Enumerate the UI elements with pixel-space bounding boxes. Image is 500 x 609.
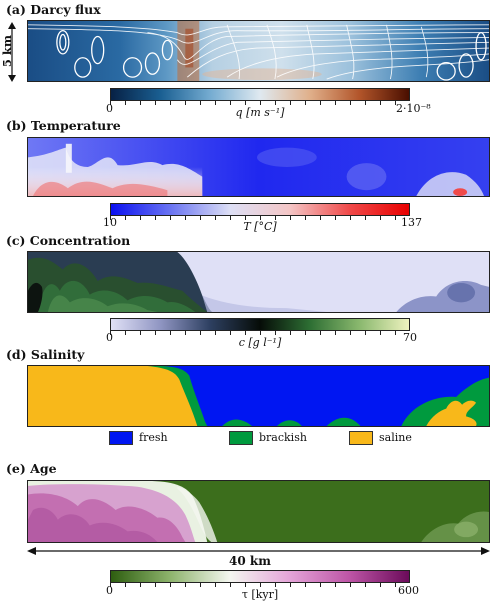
concentration-max-label: 70 — [403, 331, 417, 344]
age-min-label: 0 — [106, 584, 113, 597]
legend-brackish-swatch — [229, 431, 253, 445]
panel-b-title: (b) Temperature — [6, 118, 121, 133]
darcy-flux-colorbar-ticks — [110, 101, 410, 105]
legend-brackish-label: brackish — [259, 431, 307, 444]
temperature-min-label: 10 — [103, 216, 117, 229]
legend-fresh-label: fresh — [139, 431, 168, 444]
temperature-field — [27, 137, 490, 197]
temperature-max-label: 137 — [401, 216, 422, 229]
darcy-flux-max-label: 2·10⁻⁸ — [396, 102, 431, 115]
concentration-field — [27, 251, 490, 313]
darcy-flux-axis-label: q [m s⁻¹] — [235, 106, 285, 119]
panel-c-title: (c) Concentration — [6, 233, 131, 248]
depth-scale-label: 5 km — [0, 34, 15, 68]
temperature-colorbar — [110, 203, 410, 216]
concentration-colorbar-ticks — [110, 331, 410, 335]
darcy-flux-field — [27, 20, 490, 82]
age-colorbar — [110, 570, 410, 583]
panel-a-title: (a) Darcy flux — [6, 2, 101, 17]
legend-fresh-swatch — [109, 431, 133, 445]
age-field — [27, 480, 490, 543]
width-scale-label: 40 km — [229, 554, 271, 568]
panel-e-title: (e) Age — [6, 461, 57, 476]
temperature-colorbar-ticks — [110, 216, 410, 220]
darcy-flux-min-label: 0 — [106, 102, 113, 115]
panel-d-title: (d) Salinity — [6, 347, 85, 362]
age-max-label: 600 — [398, 584, 419, 597]
temperature-axis-label: T [°C] — [243, 220, 277, 233]
salinity-field — [27, 365, 490, 427]
legend-saline-label: saline — [379, 431, 412, 444]
legend-saline-swatch — [349, 431, 373, 445]
age-axis-label: τ [kyr] — [241, 588, 279, 601]
depth-scale-arrow — [8, 22, 16, 82]
concentration-axis-label: c [g l⁻¹] — [238, 336, 282, 349]
width-scale-arrow — [27, 547, 490, 555]
age-colorbar-ticks — [110, 583, 410, 587]
concentration-min-label: 0 — [106, 331, 113, 344]
concentration-colorbar — [110, 318, 410, 331]
darcy-flux-colorbar — [110, 88, 410, 101]
